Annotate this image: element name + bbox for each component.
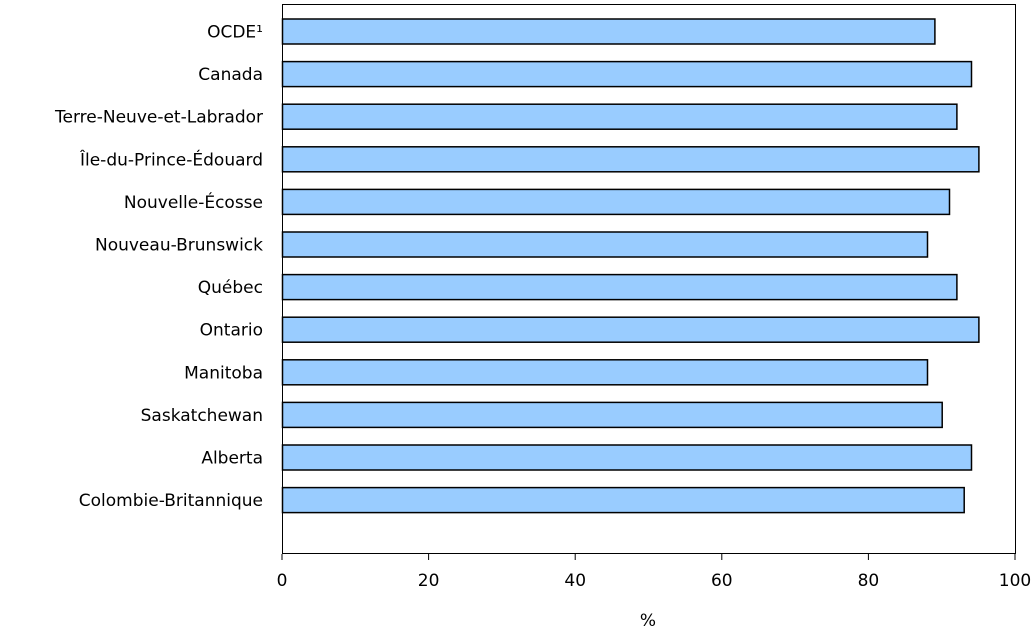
bar-9 xyxy=(281,401,943,429)
x-tick-label-1: 20 xyxy=(418,571,440,591)
category-label-1: Canada xyxy=(198,65,263,85)
bar-2 xyxy=(281,103,958,130)
x-axis-ticks: 0 20 40 60 80 100 xyxy=(277,554,1031,591)
bar-11 xyxy=(281,486,965,514)
category-label-0: OCDE¹ xyxy=(207,23,263,43)
bar-1 xyxy=(281,60,973,88)
bar-6 xyxy=(281,273,958,301)
category-label-4: Nouvelle-Écosse xyxy=(124,191,263,213)
x-tick-label-5: 100 xyxy=(999,571,1031,591)
category-label-3: Île-du-Prince-Édouard xyxy=(79,148,263,170)
x-tick-label-2: 40 xyxy=(564,571,586,591)
bar-5 xyxy=(281,231,929,258)
x-tick-label-4: 80 xyxy=(858,571,880,591)
bar-7 xyxy=(281,316,980,343)
category-label-7: Ontario xyxy=(200,321,263,341)
category-label-9: Saskatchewan xyxy=(141,406,263,426)
category-label-6: Québec xyxy=(198,278,263,298)
bar-4 xyxy=(281,188,951,216)
bar-3 xyxy=(281,146,980,173)
category-label-10: Alberta xyxy=(201,449,263,469)
bar-8 xyxy=(281,359,929,386)
category-label-11: Colombie-Britannique xyxy=(79,491,263,511)
x-axis-title: % xyxy=(640,611,656,628)
category-label-2: Terre-Neuve-et-Labrador xyxy=(54,108,263,128)
x-tick-label-3: 60 xyxy=(711,571,733,591)
bar-10 xyxy=(281,444,973,471)
category-label-5: Nouveau-Brunswick xyxy=(95,236,263,256)
bars-group xyxy=(281,18,980,514)
bar-0 xyxy=(281,18,936,45)
category-labels: OCDE¹ Canada Terre-Neuve-et-Labrador Île-du… xyxy=(54,23,263,512)
category-label-8: Manitoba xyxy=(184,363,263,383)
x-tick-label-0: 0 xyxy=(277,571,288,591)
